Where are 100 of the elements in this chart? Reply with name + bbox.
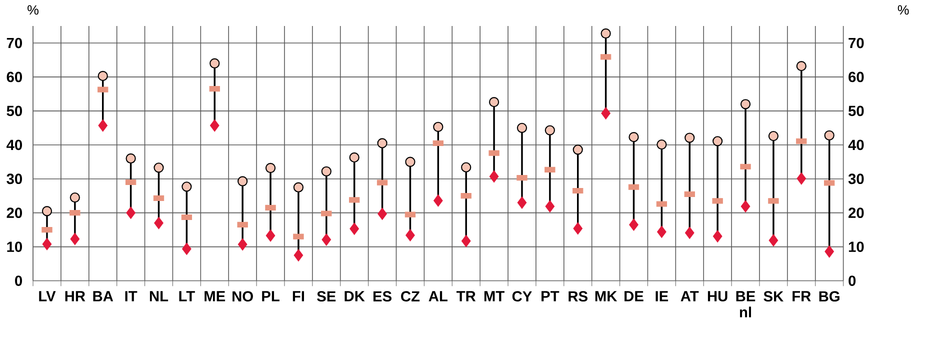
x-tick-label: ME: [204, 291, 226, 302]
point: [98, 70, 108, 82]
point: [322, 234, 332, 246]
x-tick-label: IE: [656, 291, 668, 302]
x-tick-label: PT: [542, 291, 560, 302]
x-tick-label: BE nl: [736, 291, 756, 318]
y-tick-label: 0: [15, 276, 22, 286]
y2-tick-label: 40: [848, 140, 864, 150]
point: [545, 200, 555, 213]
x-tick-label: CZ: [401, 291, 420, 302]
point: [656, 140, 667, 150]
x-tick-label: NL: [150, 291, 168, 302]
x-tick-label: BA: [93, 291, 114, 302]
x-tick-label: RS: [568, 291, 588, 302]
point: [350, 222, 360, 236]
point: [42, 206, 52, 216]
point: [182, 242, 192, 256]
y2-tick-label: 0: [848, 276, 856, 286]
x-tick-label: AT: [680, 291, 699, 302]
point: [740, 200, 750, 213]
point: [768, 234, 778, 247]
point: [489, 170, 499, 183]
point: [657, 226, 666, 238]
x-tick-label: HU: [708, 291, 728, 302]
point: [768, 131, 779, 142]
x-tick-label: FI: [292, 291, 304, 302]
point: [154, 216, 164, 230]
x-tick-label: TR: [456, 291, 476, 302]
point: [210, 58, 220, 69]
y-tick-label: 30: [6, 174, 22, 184]
x-tick-label: SK: [764, 291, 784, 302]
point: [712, 136, 723, 146]
point: [824, 130, 834, 141]
point: [629, 218, 638, 231]
point: [628, 132, 639, 142]
y2-tick-label: 10: [848, 242, 864, 252]
y-tick-label: 60: [6, 72, 22, 82]
x-tick-label: PL: [262, 291, 280, 302]
x-tick-label: LT: [179, 291, 195, 302]
point: [684, 132, 695, 143]
point: [433, 122, 444, 132]
y2-tick-label: 70: [848, 38, 864, 48]
point: [42, 238, 52, 250]
point: [516, 122, 528, 134]
x-tick-label: MT: [484, 291, 504, 302]
y-tick-label: 20: [6, 208, 22, 218]
point: [684, 226, 694, 240]
point: [824, 246, 834, 258]
point: [433, 194, 443, 207]
point: [601, 107, 610, 120]
x-tick-label: MK: [595, 291, 618, 302]
point: [238, 176, 248, 186]
point: [154, 162, 164, 173]
x-tick-label: NO: [232, 291, 253, 302]
point: [406, 229, 415, 242]
point: [70, 192, 80, 203]
point: [517, 196, 527, 209]
x-tick-label: CY: [512, 291, 532, 302]
x-tick-label: IT: [125, 291, 138, 302]
point: [349, 152, 360, 163]
point: [265, 163, 276, 174]
x-tick-label: ES: [373, 291, 392, 302]
x-tick-label: DE: [624, 291, 644, 302]
point: [266, 230, 276, 242]
point: [293, 182, 304, 193]
y2-tick-label: 60: [848, 72, 864, 82]
x-tick-label: BG: [819, 291, 840, 302]
point: [210, 120, 220, 132]
point: [405, 156, 416, 168]
point: [488, 97, 500, 108]
y-tick-label: 70: [6, 38, 22, 48]
point: [461, 162, 472, 172]
x-tick-label: AL: [428, 291, 448, 302]
point: [182, 182, 192, 192]
y2-tick-label: 30: [848, 174, 864, 184]
x-tick-label: DK: [344, 291, 365, 302]
x-tick-label: FR: [792, 291, 811, 302]
y2-axis-title: %: [898, 5, 909, 15]
point: [126, 206, 136, 220]
y2-tick-label: 20: [848, 208, 864, 218]
point: [796, 172, 806, 185]
point: [377, 138, 388, 148]
y-tick-label: 50: [6, 106, 22, 116]
point: [321, 166, 332, 177]
point: [126, 154, 136, 164]
point: [294, 249, 304, 262]
y-tick-label: 40: [6, 140, 22, 150]
y-axis-title: %: [28, 5, 38, 15]
point: [70, 232, 80, 246]
point: [98, 120, 108, 132]
point: [461, 234, 471, 248]
point: [796, 61, 806, 72]
y2-tick-label: 50: [848, 106, 864, 116]
x-tick-label: HR: [65, 291, 86, 302]
point: [378, 208, 387, 220]
x-tick-label: LV: [39, 291, 56, 302]
point: [573, 222, 583, 235]
point: [712, 230, 722, 243]
point: [238, 238, 248, 251]
point: [740, 99, 751, 110]
